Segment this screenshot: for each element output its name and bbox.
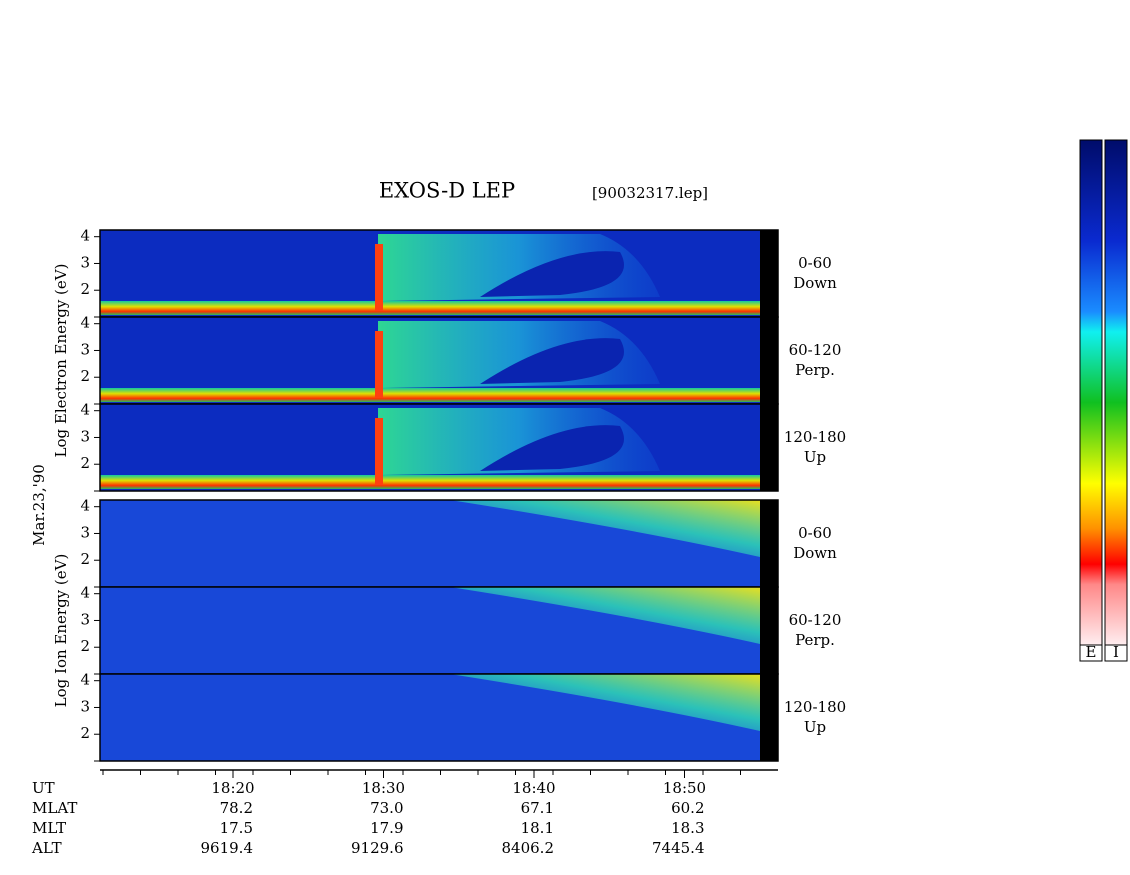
- panel-label: Up: [804, 718, 826, 736]
- y-tick-label: 4: [80, 671, 90, 689]
- panel-frame: [99, 673, 779, 762]
- y-tick-label: 4: [80, 314, 90, 332]
- y-tick-label: 2: [80, 637, 90, 655]
- ephemeris-name: MLT: [32, 819, 66, 837]
- colorbar: [1104, 139, 1128, 646]
- colorbar-box: [1104, 644, 1128, 662]
- spectrogram-void: [480, 425, 624, 471]
- colorbar-label: I: [1113, 643, 1119, 661]
- ephemeris-name: MLAT: [32, 799, 77, 817]
- colorbar: [1079, 139, 1103, 646]
- colorbar-box: [1079, 644, 1103, 662]
- y-tick-label: 2: [80, 550, 90, 568]
- y-tick-label: 2: [80, 724, 90, 742]
- y-tick-label: 2: [80, 280, 90, 298]
- panel-edge: [760, 230, 778, 317]
- ephemeris-value: 17.5: [220, 819, 253, 837]
- ephemeris-value: 60.2: [671, 799, 704, 817]
- spectrogram-band: [100, 475, 760, 489]
- ephemeris-value: 18.1: [521, 819, 554, 837]
- panel-label: 60-120: [789, 611, 842, 629]
- spectrogram-band: [100, 388, 760, 402]
- panel-label: Down: [793, 544, 837, 562]
- spectrogram-band: [100, 301, 760, 315]
- ephemeris-name: ALT: [31, 839, 62, 857]
- panel-label: Down: [793, 274, 837, 292]
- panel-edge: [760, 674, 778, 761]
- ephemeris-value: 67.1: [521, 799, 554, 817]
- panel-label: Perp.: [795, 631, 835, 649]
- panel-edge: [760, 587, 778, 674]
- ephemeris-value: 8406.2: [502, 839, 555, 857]
- y-tick-label: 3: [80, 523, 90, 541]
- ephemeris-value: 9129.6: [351, 839, 404, 857]
- y-tick-label: 2: [80, 454, 90, 472]
- panel-label: 120-180: [784, 428, 846, 446]
- x-tick-label: 18:30: [362, 779, 405, 797]
- y-axis-label: Log Ion Energy (eV): [52, 554, 70, 708]
- spectrogram-void: [480, 251, 624, 297]
- x-tick-label: 18:50: [663, 779, 706, 797]
- x-tick-label: 18:40: [512, 779, 555, 797]
- ephemeris-value: 17.9: [370, 819, 403, 837]
- x-tick-label: 18:20: [211, 779, 254, 797]
- chart-title: EXOS-D LEP: [379, 179, 515, 203]
- file-label: [90032317.lep]: [592, 184, 708, 202]
- spectrogram-feature: [450, 500, 760, 557]
- y-tick-label: 3: [80, 253, 90, 271]
- y-tick-label: 3: [80, 697, 90, 715]
- panel-label: Up: [804, 448, 826, 466]
- ephemeris-value: 78.2: [220, 799, 253, 817]
- panel-edge: [760, 500, 778, 587]
- ephemeris-value: 73.0: [370, 799, 403, 817]
- colorbar-label: E: [1086, 643, 1097, 661]
- y-tick-label: 4: [80, 497, 90, 515]
- panel-edge: [760, 404, 778, 491]
- y-axis-label: Log Electron Energy (eV): [52, 264, 70, 458]
- ephemeris-value: 9619.4: [201, 839, 254, 857]
- panel-label: 60-120: [789, 341, 842, 359]
- spectrogram-spike: [375, 418, 383, 485]
- ephemeris-name: UT: [32, 779, 55, 797]
- spectrogram-spike: [375, 331, 383, 398]
- spectrogram-void: [480, 338, 624, 384]
- spectrogram-feature: [450, 587, 760, 644]
- panel-label: 0-60: [798, 524, 832, 542]
- date-label: Mar.23,'90: [30, 464, 48, 546]
- panel-edge: [760, 317, 778, 404]
- panel-label: 120-180: [784, 698, 846, 716]
- y-tick-label: 3: [80, 610, 90, 628]
- spectrogram-feature: [450, 674, 760, 731]
- spectrogram-spike: [375, 244, 383, 311]
- y-tick-label: 2: [80, 367, 90, 385]
- y-tick-label: 4: [80, 584, 90, 602]
- y-tick-label: 3: [80, 427, 90, 445]
- ephemeris-value: 18.3: [671, 819, 704, 837]
- y-tick-label: 3: [80, 340, 90, 358]
- y-tick-label: 4: [80, 227, 90, 245]
- panel-label: Perp.: [795, 361, 835, 379]
- y-tick-label: 4: [80, 401, 90, 419]
- ephemeris-value: 7445.4: [652, 839, 705, 857]
- panel-frame: [99, 403, 779, 492]
- panel-label: 0-60: [798, 254, 832, 272]
